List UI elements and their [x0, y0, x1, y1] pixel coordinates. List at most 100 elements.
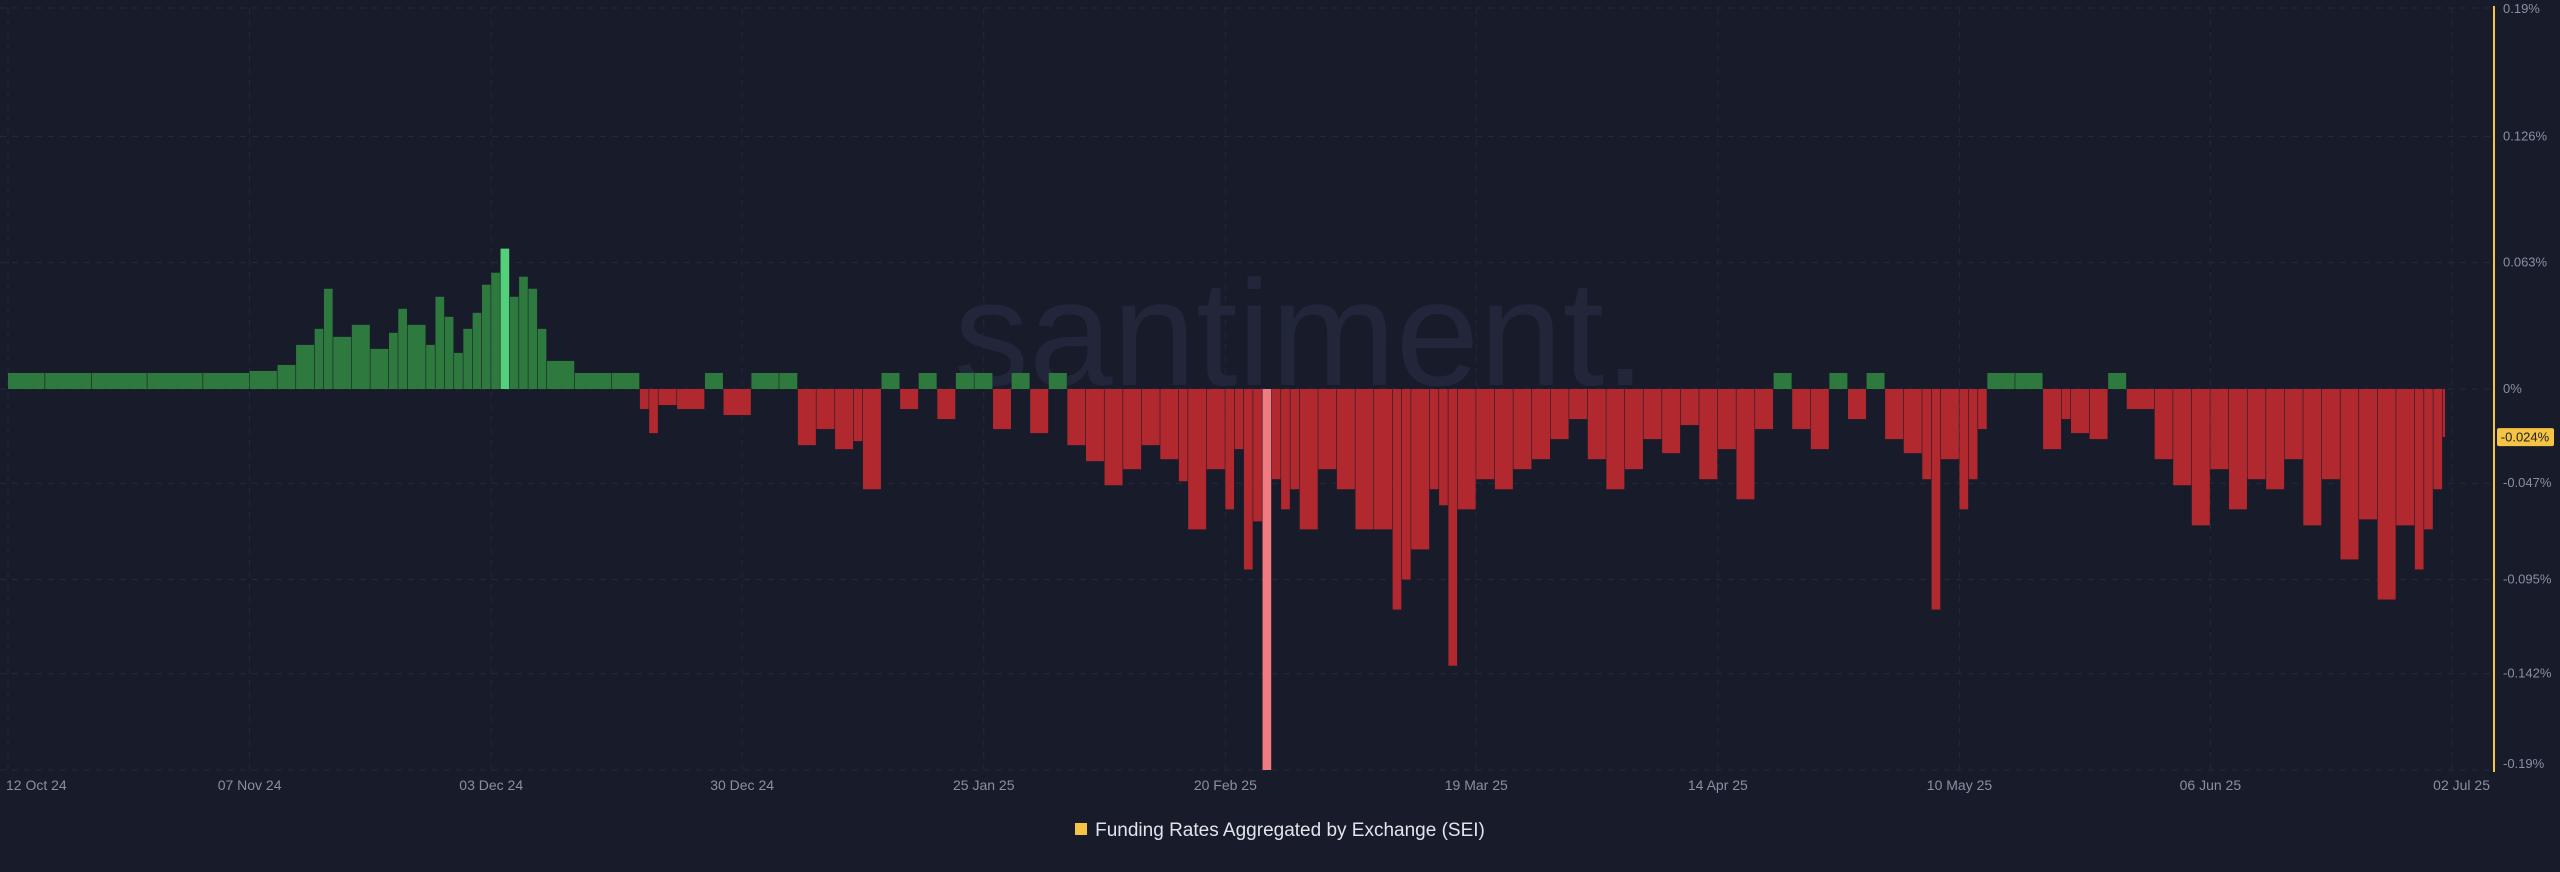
- bar: [1355, 389, 1374, 530]
- bar: [1141, 389, 1160, 446]
- bar: [779, 372, 798, 389]
- bar: [351, 324, 370, 389]
- bar: [333, 336, 352, 389]
- bar: [993, 389, 1012, 430]
- x-tick-label: 19 Mar 25: [1445, 777, 1508, 793]
- bar: [723, 389, 751, 416]
- bar: [1494, 389, 1513, 490]
- x-tick-label: 25 Jan 25: [953, 777, 1015, 793]
- bar: [881, 372, 900, 389]
- bar: [2359, 389, 2378, 520]
- bar: [2303, 389, 2322, 526]
- y-tick-label: 0%: [2503, 381, 2522, 396]
- bar: [1374, 389, 1393, 530]
- y-tick-label: 0.126%: [2503, 128, 2548, 143]
- bar: [2414, 389, 2424, 570]
- bar: [918, 372, 937, 389]
- bar: [509, 296, 519, 389]
- bar: [463, 328, 473, 389]
- bar: [862, 389, 881, 490]
- bar: [639, 389, 649, 410]
- y-tick-label: 0.19%: [2503, 1, 2540, 16]
- bar: [546, 360, 575, 389]
- bar: [472, 312, 482, 389]
- bar: [574, 372, 612, 389]
- bar: [2321, 389, 2340, 480]
- bar: [8, 372, 45, 389]
- bar: [974, 372, 993, 389]
- bar: [1011, 372, 1030, 389]
- bar: [249, 370, 277, 389]
- y-tick-label: -0.19%: [2503, 756, 2545, 771]
- bar: [1866, 372, 1885, 389]
- bar: [444, 316, 454, 389]
- bar: [277, 364, 296, 389]
- x-tick-label: 02 Jul 25: [2433, 777, 2490, 793]
- bar: [1206, 389, 1225, 470]
- bar: [296, 344, 315, 389]
- bar: [45, 372, 92, 389]
- bar: [1959, 389, 1969, 510]
- bar: [1048, 372, 1067, 389]
- bar: [2089, 389, 2108, 440]
- bar: [147, 372, 203, 389]
- bar: [2210, 389, 2229, 470]
- bar: [2126, 389, 2155, 410]
- bar: [1903, 389, 1922, 454]
- bar: [2247, 389, 2266, 480]
- legend-swatch: [1075, 823, 1088, 835]
- bar: [1940, 389, 1959, 460]
- bar: [1392, 389, 1402, 610]
- y-tick-label: -0.095%: [2503, 572, 2552, 587]
- bar: [835, 389, 854, 450]
- bar: [1736, 389, 1755, 500]
- bar: [1253, 389, 1262, 522]
- bar: [1448, 389, 1458, 666]
- bar: [1922, 389, 1932, 480]
- bar: [370, 348, 389, 389]
- y-tick-label: 0.063%: [2503, 255, 2548, 270]
- bar: [2396, 389, 2415, 526]
- bar: [937, 389, 956, 420]
- bar: [2108, 372, 2127, 389]
- bar: [1429, 389, 1439, 490]
- x-tick-label: 20 Feb 25: [1194, 777, 1257, 793]
- bar: [2424, 389, 2433, 530]
- bar: [1262, 389, 1272, 770]
- bar: [1401, 389, 1411, 580]
- bar: [2340, 389, 2359, 560]
- current-value-badge-box: [2497, 428, 2554, 447]
- bar: [649, 389, 658, 434]
- current-value-badge: -0.024%: [2497, 428, 2554, 447]
- bar: [528, 288, 538, 389]
- bar: [1717, 389, 1736, 450]
- bar: [1513, 389, 1532, 470]
- bar: [203, 372, 250, 389]
- current-value-label: -0.024%: [2501, 430, 2550, 445]
- bar: [658, 389, 677, 406]
- bar: [1234, 389, 1244, 450]
- bar: [398, 308, 407, 389]
- bar: [519, 276, 528, 389]
- bar: [1532, 389, 1551, 460]
- bar: [1931, 389, 1941, 610]
- bar: [1160, 389, 1179, 460]
- x-tick-label: 12 Oct 24: [6, 777, 67, 793]
- chart-legend: Funding Rates Aggregated by Exchange (SE…: [0, 820, 2560, 842]
- x-tick-label: 03 Dec 24: [459, 777, 523, 793]
- bar: [2191, 389, 2210, 526]
- bar: [2284, 389, 2303, 460]
- bar: [91, 372, 147, 389]
- bar: [816, 389, 835, 430]
- x-axis-ticks: 12 Oct 24 07 Nov 24 03 Dec 24 30 Dec 24 25 J…: [6, 777, 2490, 793]
- y-axis-ticks: 0.19% 0.126% 0.063% 0% -0.047% -0.095% -0.142%…: [2503, 1, 2552, 771]
- bar: [1318, 389, 1337, 470]
- bar: [1968, 389, 1978, 480]
- legend-label: Funding Rates Aggregated by Exchange (SE…: [1095, 820, 1485, 841]
- bar: [454, 352, 463, 389]
- x-tick-label: 10 May 25: [1927, 777, 1993, 793]
- bar: [314, 328, 324, 389]
- bar: [1281, 389, 1290, 510]
